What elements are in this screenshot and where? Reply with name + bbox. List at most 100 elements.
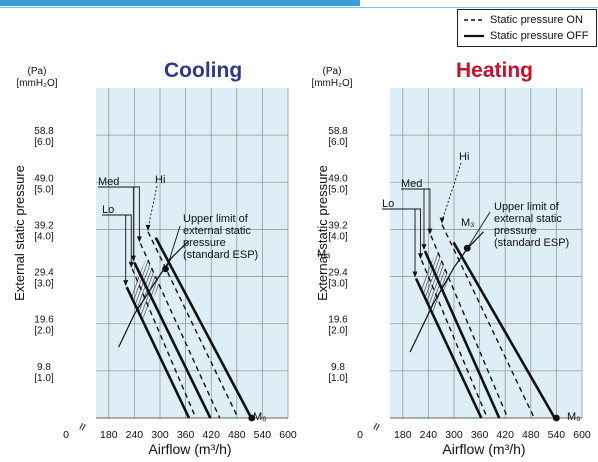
x-tick-label: 480 (522, 429, 540, 441)
y-tick-label-mmh2o: [1.0] (328, 373, 348, 384)
x-tick-label: 600 (573, 429, 591, 441)
x-tick-label: 540 (254, 429, 272, 441)
x-tick-label: 360 (471, 429, 489, 441)
chart-title: Cooling (164, 59, 242, 82)
y-tick-label-pa: 9.8 (37, 362, 51, 373)
curve-med-on (139, 243, 221, 419)
y-tick-label-mmh2o: [2.0] (34, 326, 54, 337)
hatched-zone (130, 257, 160, 320)
speed-lo-arrow-icon (412, 271, 418, 278)
speed-hi-leader (147, 185, 158, 228)
upper-limit-annotation: Upper limit of (183, 213, 249, 225)
y-tick-label-pa: 29.4 (328, 268, 348, 279)
x-axis-title: Airflow (m³/h) (442, 441, 525, 457)
y-tick-label-pa: 19.6 (34, 315, 54, 326)
speed-hi-arrow-icon (439, 217, 445, 224)
speed-lo-leader (382, 208, 422, 257)
y-tick-label-mmh2o: [2.0] (328, 326, 348, 337)
upper-limit-curve (409, 231, 484, 353)
x-tick-label: 420 (496, 429, 514, 441)
curve-lo-on (420, 259, 488, 419)
speed-med-leader (401, 188, 431, 232)
x-tick-label: 180 (100, 429, 118, 441)
legend-item-on: Static pressure ON (464, 13, 583, 27)
speed-lo-arrow-icon (123, 280, 129, 287)
speed-lo-leader (102, 214, 132, 265)
upper-limit-annotation: external static (183, 225, 251, 237)
upper-limit-annotation: pressure (494, 225, 537, 237)
x-tick-label: 600 (279, 429, 297, 441)
y-axis-title: External static pressure (12, 165, 27, 301)
x-tick-label: 420 (202, 429, 220, 441)
x-tick-label: 240 (126, 429, 144, 441)
curve-med-off (133, 262, 212, 419)
speed-med-arrow-icon (421, 244, 427, 251)
upper-limit-annotation: Upper limit of (494, 201, 560, 213)
cooling-chart: Cooling (Pa)[mmH₂O] 58.8[6.0] 49.0[5.0] 39.2… (12, 59, 331, 457)
legend: Static pressure ON Static pressure OFF (457, 9, 597, 47)
header-divider (0, 7, 598, 8)
unit-mmh2o-label: [mmH₂O] (16, 78, 57, 89)
speed-med-leader (98, 186, 140, 240)
curve-med-off (423, 250, 501, 419)
point-m0-label: M₀ (567, 411, 581, 423)
curve-med-on (430, 235, 509, 419)
speed-med-label: Med (401, 178, 422, 190)
x-tick-label: 240 (420, 429, 438, 441)
y-tick-label-mmh2o: [6.0] (34, 137, 54, 148)
plot-background (390, 88, 582, 418)
y-tick-label-pa: 39.2 (328, 220, 348, 231)
y-tick-label-mmh2o: [3.0] (34, 279, 54, 290)
y-tick-label-pa: 39.2 (34, 220, 54, 231)
speed-med-arrow-icon (136, 236, 142, 243)
speed-med-label: Med (98, 176, 119, 188)
x-tick-label: 0 (63, 429, 69, 441)
speed-hi-label: Hi (459, 151, 469, 163)
header-accent-bar (0, 0, 360, 6)
speed-lo-arrow-icon (418, 253, 424, 260)
unit-pa-label: (Pa) (28, 66, 47, 77)
x-tick-label: 0 (357, 429, 363, 441)
x-tick-label: 300 (445, 429, 463, 441)
speed-hi-arrow-icon (145, 224, 151, 231)
y-tick-label-mmh2o: [6.0] (328, 137, 348, 148)
speed-lo-label: Lo (382, 198, 394, 210)
y-tick-label-mmh2o: [1.0] (34, 373, 54, 384)
x-tick-label: 540 (548, 429, 566, 441)
dashed-line-swatch (464, 19, 484, 21)
speed-lo-label: Lo (102, 204, 114, 216)
legend-on-label: Static pressure ON (490, 14, 583, 26)
x-tick-label: 480 (228, 429, 246, 441)
heating-chart: Heating (Pa)[mmH₂O] 58.8[6.0] 49.0[5.0] 39.2… (311, 59, 590, 457)
x-tick-label: 180 (394, 429, 412, 441)
plot-background (96, 88, 288, 418)
solid-line-swatch (464, 34, 484, 38)
upper-limit-annotation: pressure (183, 237, 226, 249)
upper-limit-curve (118, 240, 190, 348)
y-tick-label-pa: 29.4 (34, 268, 54, 279)
hatched-zone (419, 250, 450, 314)
point-m3-label: M₃ (461, 217, 475, 229)
legend-item-off: Static pressure OFF (464, 29, 588, 43)
unit-mmh2o-label: [mmH₂O] (311, 78, 352, 89)
legend-off-label: Static pressure OFF (490, 30, 589, 42)
x-tick-label: 360 (177, 429, 195, 441)
y-tick-label-mmh2o: [4.0] (34, 231, 54, 242)
y-axis-title: External static pressure (315, 165, 330, 301)
curve-lo-on (131, 268, 197, 419)
y-tick-label-mmh2o: [5.0] (328, 184, 348, 195)
upper-limit-annotation: (standard ESP) (494, 237, 569, 249)
y-tick-label-pa: 58.8 (34, 126, 54, 137)
point-m3 (162, 265, 169, 273)
curve-lo-off (414, 277, 483, 419)
axis-break-symbol: ≈ (367, 420, 385, 433)
speed-med-arrow-icon (427, 228, 433, 235)
point-m0 (248, 414, 256, 422)
y-tick-label-pa: 58.8 (328, 126, 348, 137)
upper-limit-leader (468, 211, 491, 246)
x-tick-label: 300 (151, 429, 169, 441)
y-tick-label-pa: 9.8 (331, 362, 345, 373)
curve-hi-off (452, 241, 556, 419)
upper-limit-leader (167, 225, 181, 267)
